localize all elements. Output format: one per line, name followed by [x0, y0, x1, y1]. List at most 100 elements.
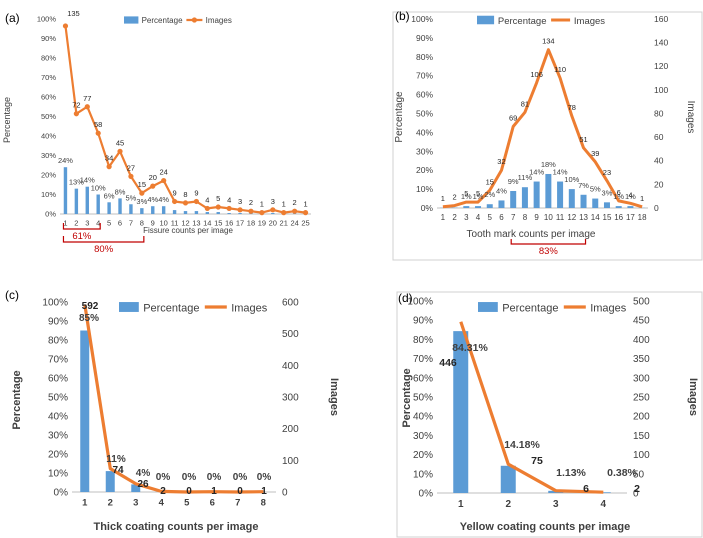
images-data-label: 20	[149, 173, 157, 182]
y-tick-label: 100%	[42, 298, 68, 309]
x-tick-label: 5	[107, 219, 111, 228]
x-tick-label: 6	[499, 213, 504, 222]
x-tick-label: 6	[210, 498, 215, 509]
images-data-label: 6	[583, 483, 589, 495]
images-marker	[281, 210, 287, 216]
x-tick-label: 1	[458, 499, 464, 510]
percentage-data-label: 14%	[529, 168, 544, 177]
images-marker	[128, 173, 134, 179]
percentage-data-label: 8%	[115, 187, 126, 196]
images-marker	[193, 198, 200, 205]
percentage-data-label: 3%	[136, 197, 147, 206]
y2-tick-label: 500	[282, 329, 299, 340]
images-data-label: 2	[634, 483, 640, 495]
images-marker	[171, 198, 178, 205]
images-data-label: 5	[464, 189, 468, 198]
x-tick-label: 25	[301, 219, 309, 228]
x-tick-label: 4	[476, 213, 481, 222]
percentage-bar	[140, 208, 144, 214]
range-bracket	[510, 239, 587, 245]
percentage-data-label: 13%	[69, 178, 84, 187]
images-data-label: 23	[603, 168, 611, 177]
x-tick-label: 8	[140, 219, 144, 228]
images-data-label: 8	[183, 190, 187, 199]
percentage-data-label: 0%	[233, 472, 248, 483]
percentage-data-label: 1%	[613, 192, 624, 201]
y-tick-label: 20%	[41, 171, 56, 180]
x-tick-label: 2	[452, 213, 457, 222]
y2-tick-label: 500	[633, 297, 650, 308]
x-tick-label: 15	[214, 219, 222, 228]
images-data-label: 4	[205, 195, 209, 204]
y-tick-label: 90%	[413, 316, 433, 327]
panel-label: (d)	[398, 291, 413, 305]
x-tick-label: 6	[118, 219, 122, 228]
images-line	[459, 321, 604, 494]
legend-swatch-bar	[478, 302, 498, 312]
images-data-label: 9	[173, 188, 177, 197]
images-data-label: 15	[138, 180, 146, 189]
y2-tick-label: 300	[282, 393, 299, 404]
y-tick-label: 100%	[37, 15, 57, 24]
percentage-bar	[194, 211, 199, 214]
y2-tick-label: 350	[633, 354, 650, 365]
percentage-bar	[603, 202, 610, 208]
x-tick-label: 19	[258, 219, 266, 228]
percentage-data-label: 1%	[461, 192, 472, 201]
y2-axis-title: Images	[685, 101, 696, 134]
percentage-bar	[498, 200, 505, 208]
y-tick-label: 60%	[41, 93, 56, 102]
y-tick-label: 10%	[416, 184, 433, 194]
images-data-label: 110	[554, 65, 566, 74]
y-tick-label: 60%	[416, 90, 433, 100]
percentage-bar	[568, 189, 575, 208]
percentage-data-label: 14%	[80, 176, 95, 185]
x-tick-label: 9	[151, 219, 155, 228]
x-tick-label: 18	[247, 219, 255, 228]
legend-label-percentage: Percentage	[498, 16, 547, 27]
images-marker	[95, 130, 101, 136]
images-marker	[117, 148, 123, 154]
x-tick-label: 14	[203, 219, 211, 228]
x-axis-title: Tooth mark counts per image	[467, 229, 596, 240]
y2-tick-label: 40	[654, 156, 664, 166]
panel-a-chart: (a)0%10%20%30%40%50%60%70%80%90%100%1 2 3 4…	[2, 9, 311, 255]
percentage-data-label: 24%	[58, 156, 73, 165]
percentage-bar	[615, 206, 622, 208]
images-data-label: 45	[116, 138, 124, 147]
y-tick-label: 70%	[48, 355, 68, 366]
range-bracket-label: 80%	[94, 244, 114, 255]
x-tick-label: 2	[108, 498, 113, 509]
x-tick-label: 16	[225, 219, 233, 228]
y-axis-title: Percentage	[11, 370, 23, 429]
images-data-label: 1	[260, 200, 264, 209]
y-tick-label: 80%	[413, 335, 433, 346]
images-marker	[248, 208, 254, 214]
images-data-label: 51	[579, 135, 587, 144]
percentage-bar	[63, 167, 68, 214]
images-data-label: 3	[238, 197, 242, 206]
y-tick-label: 30%	[48, 431, 68, 442]
x-axis-title: Fissure counts per image	[143, 226, 233, 235]
percentage-data-label: 10%	[91, 184, 106, 193]
percentage-bar	[80, 330, 90, 492]
x-tick-label: 2	[505, 499, 511, 510]
panel-label: (b)	[395, 9, 410, 23]
images-data-label: 6	[617, 188, 621, 197]
x-tick-label: 12	[567, 213, 576, 222]
y-tick-label: 20%	[416, 165, 433, 175]
percentage-data-label: 4%	[158, 195, 169, 204]
percentage-data-label: 4%	[136, 468, 151, 479]
x-tick-label: 11	[171, 219, 179, 228]
images-data-label: 5	[476, 189, 480, 198]
x-tick-label: 7	[235, 498, 240, 509]
y-tick-label: 10%	[413, 469, 433, 480]
percentage-bar	[183, 211, 188, 214]
percentage-data-label: 9%	[508, 177, 519, 186]
images-marker	[259, 210, 265, 216]
images-data-label: 69	[509, 113, 517, 122]
x-axis-title: Thick coating counts per image	[93, 521, 258, 533]
percentage-bar	[463, 206, 470, 208]
percentage-data-label: 3%	[602, 188, 613, 197]
images-marker	[62, 23, 69, 29]
